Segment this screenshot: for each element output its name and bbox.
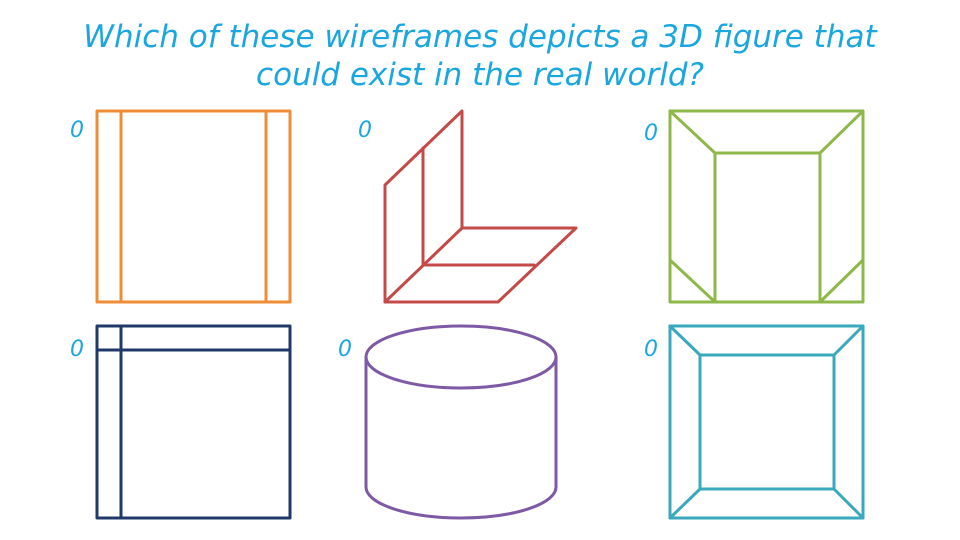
navy-wireframe[interactable] <box>95 324 292 520</box>
vote-count-orange: 0 <box>70 118 84 143</box>
purple-wireframe[interactable] <box>364 324 558 520</box>
orange-wireframe[interactable] <box>95 109 292 304</box>
vote-count-teal: 0 <box>644 337 658 362</box>
red-wireframe[interactable] <box>383 109 578 304</box>
vote-count-green: 0 <box>644 121 658 146</box>
question-line-1: Which of these wireframes depicts a 3D f… <box>83 19 877 55</box>
vote-count-red: 0 <box>358 118 372 143</box>
teal-wireframe[interactable] <box>668 324 865 520</box>
question-title: Which of these wireframes depicts a 3D f… <box>0 18 960 94</box>
question-line-2: could exist in the real world? <box>256 57 704 93</box>
green-wireframe[interactable] <box>668 109 865 304</box>
vote-count-purple: 0 <box>338 337 352 362</box>
vote-count-navy: 0 <box>70 337 84 362</box>
